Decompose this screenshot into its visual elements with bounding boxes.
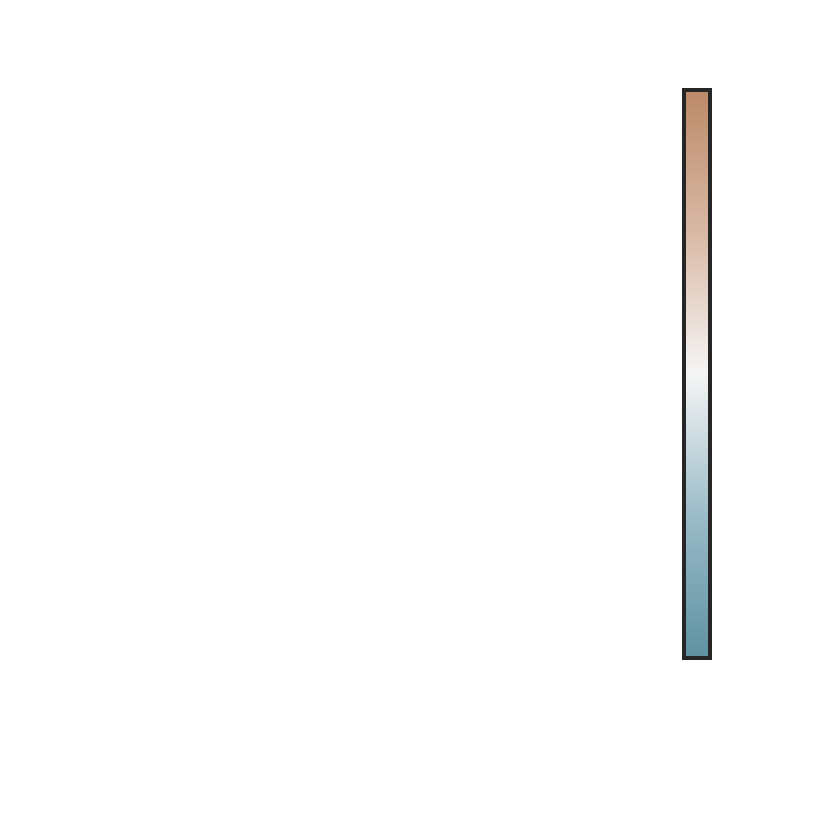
colorbar	[682, 88, 712, 660]
